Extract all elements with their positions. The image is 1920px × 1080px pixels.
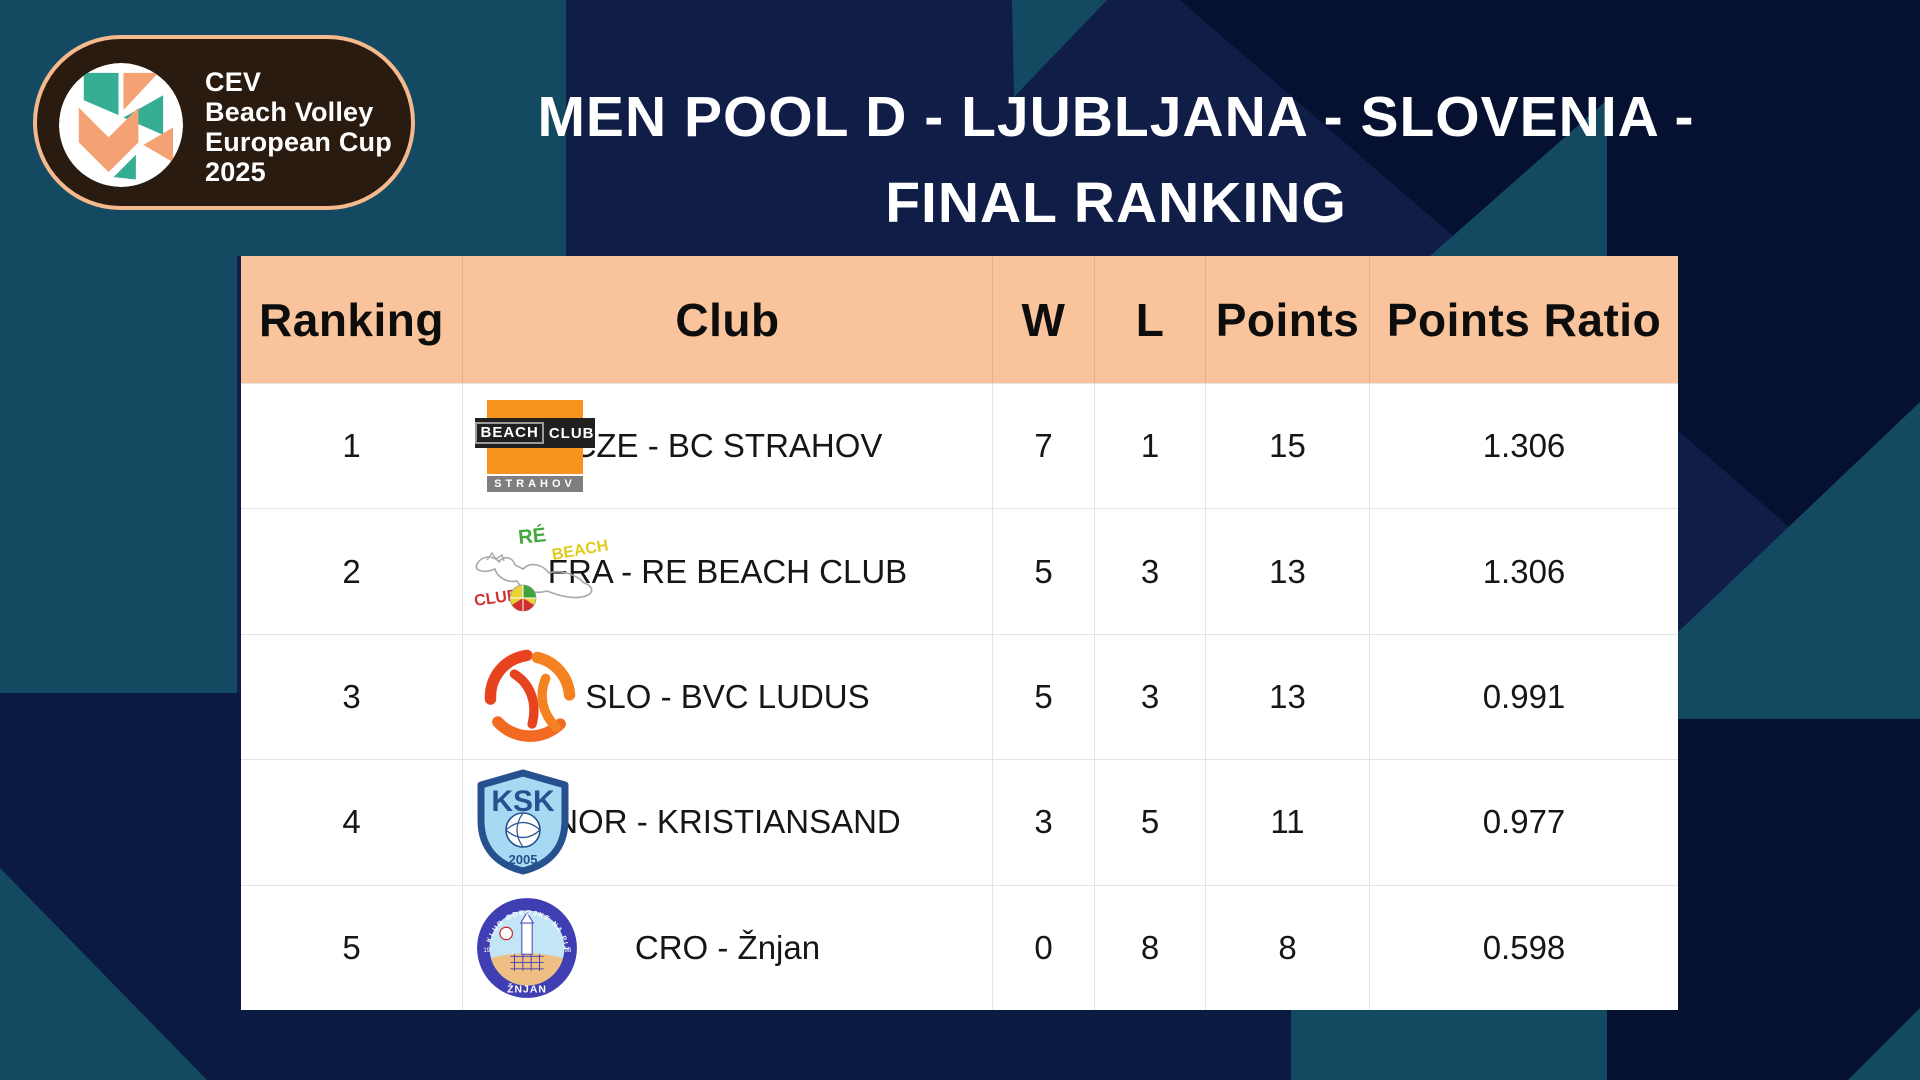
rank-value: 3 xyxy=(342,677,361,715)
points-ratio-value: 0.977 xyxy=(1369,760,1678,885)
cev-badge: CEV Beach Volley European Cup 2025 xyxy=(33,35,415,210)
strahov-word-club: CLUB xyxy=(548,424,595,442)
header-losses: L xyxy=(1094,256,1205,383)
losses-value: 8 xyxy=(1094,885,1205,1010)
znjan-word: ŽNJAN xyxy=(507,982,547,995)
club-cell: BEACH CLUB STRAHOV CZE - BC STRAHOV xyxy=(462,384,992,509)
table-row: 4 KSK 2005 NOR - KRISTIANSAND 3 5 11 0.9… xyxy=(241,759,1678,885)
badge-line-beach-volley: Beach Volley xyxy=(205,97,374,127)
table-row: 2 RÉ BEACH CLUB FRA - RE BEACH xyxy=(241,508,1678,634)
table-row: 1 BEACH CLUB STRAHOV CZE - BC STRAHOV 7 … xyxy=(241,383,1678,509)
page-title-line2: FINAL RANKING xyxy=(885,171,1347,235)
points-value: 8 xyxy=(1205,885,1369,1010)
rank-value: 5 xyxy=(342,928,361,966)
cev-logo-icon xyxy=(59,63,183,187)
points-value: 11 xyxy=(1205,760,1369,885)
table-row: 5 xyxy=(241,884,1678,1010)
header-club: Club xyxy=(462,256,992,383)
kristiansand-logo-icon: KSK 2005 xyxy=(475,768,625,876)
wins-value: 5 xyxy=(992,634,1094,760)
points-value: 13 xyxy=(1205,634,1369,760)
badge-line-cev: CEV xyxy=(205,67,262,97)
bvc-ludus-logo-icon xyxy=(477,645,627,749)
page-title-line1: MEN POOL D - LJUBLJANA - SLOVENIA - xyxy=(537,85,1695,149)
points-value: 13 xyxy=(1205,509,1369,634)
header-ranking: Ranking xyxy=(259,293,444,346)
znjan-year-right: 98 xyxy=(564,947,571,954)
points-value: 15 xyxy=(1205,384,1369,509)
losses-value: 3 xyxy=(1094,634,1205,760)
znjan-logo-icon: KLUB ODBOJKE NA PIJESKU ŽNJAN 19 98 xyxy=(475,896,625,1000)
rebeach-word-beach: BEACH xyxy=(551,537,610,564)
losses-value: 3 xyxy=(1094,509,1205,634)
rank-value: 1 xyxy=(342,427,361,465)
club-cell: KSK 2005 NOR - KRISTIANSAND xyxy=(462,760,992,885)
header-points-ratio: Points Ratio xyxy=(1369,256,1678,383)
club-name: CRO - Žnjan xyxy=(634,928,821,966)
points-ratio-value: 0.598 xyxy=(1369,885,1678,1010)
rank-value: 4 xyxy=(342,803,361,841)
cev-badge-text: CEV Beach Volley European Cup 2025 xyxy=(205,67,392,187)
rebeach-word-club: CLUB xyxy=(473,587,519,610)
badge-line-european-cup: European Cup xyxy=(205,127,392,157)
wins-value: 0 xyxy=(992,885,1094,1010)
strahov-word-strahov: STRAHOV xyxy=(487,476,583,493)
wins-value: 7 xyxy=(992,384,1094,509)
club-name: FRA - RE BEACH CLUB xyxy=(547,552,908,590)
final-ranking-table: Ranking Club W L Points Points Ratio 1 B… xyxy=(241,256,1678,1010)
header-points: Points xyxy=(1205,256,1369,383)
strahov-word-beach: BEACH xyxy=(475,422,544,445)
points-ratio-value: 1.306 xyxy=(1369,384,1678,509)
rank-value: 2 xyxy=(342,552,361,590)
re-beach-club-logo-icon: RÉ BEACH CLUB xyxy=(467,524,617,620)
table-row: 3 SLO - BVC LUDUS 5 3 13 0.991 xyxy=(241,633,1678,760)
table-header-row: Ranking Club W L Points Points Ratio xyxy=(241,256,1678,383)
header-wins: W xyxy=(992,256,1094,383)
club-name: NOR - KRISTIANSAND xyxy=(554,803,901,841)
club-cell: KLUB ODBOJKE NA PIJESKU ŽNJAN 19 98 CRO … xyxy=(462,885,992,1010)
losses-value: 5 xyxy=(1094,760,1205,885)
page-title: MEN POOL D - LJUBLJANA - SLOVENIA - FINA… xyxy=(420,74,1812,246)
club-cell: SLO - BVC LUDUS xyxy=(462,634,992,760)
znjan-year-left: 19 xyxy=(483,947,490,954)
wins-value: 5 xyxy=(992,509,1094,634)
wins-value: 3 xyxy=(992,760,1094,885)
points-ratio-value: 1.306 xyxy=(1369,509,1678,634)
club-name: CZE - BC STRAHOV xyxy=(572,427,883,465)
rebeach-word-re: RÉ xyxy=(517,524,547,549)
club-cell: RÉ BEACH CLUB FRA - RE BEACH CLUB xyxy=(462,509,992,634)
badge-line-year: 2025 xyxy=(205,157,266,187)
points-ratio-value: 0.991 xyxy=(1369,634,1678,760)
ksk-year: 2005 xyxy=(509,852,538,867)
losses-value: 1 xyxy=(1094,384,1205,509)
bc-strahov-logo-icon: BEACH CLUB STRAHOV xyxy=(467,400,617,493)
club-name: SLO - BVC LUDUS xyxy=(585,677,870,715)
